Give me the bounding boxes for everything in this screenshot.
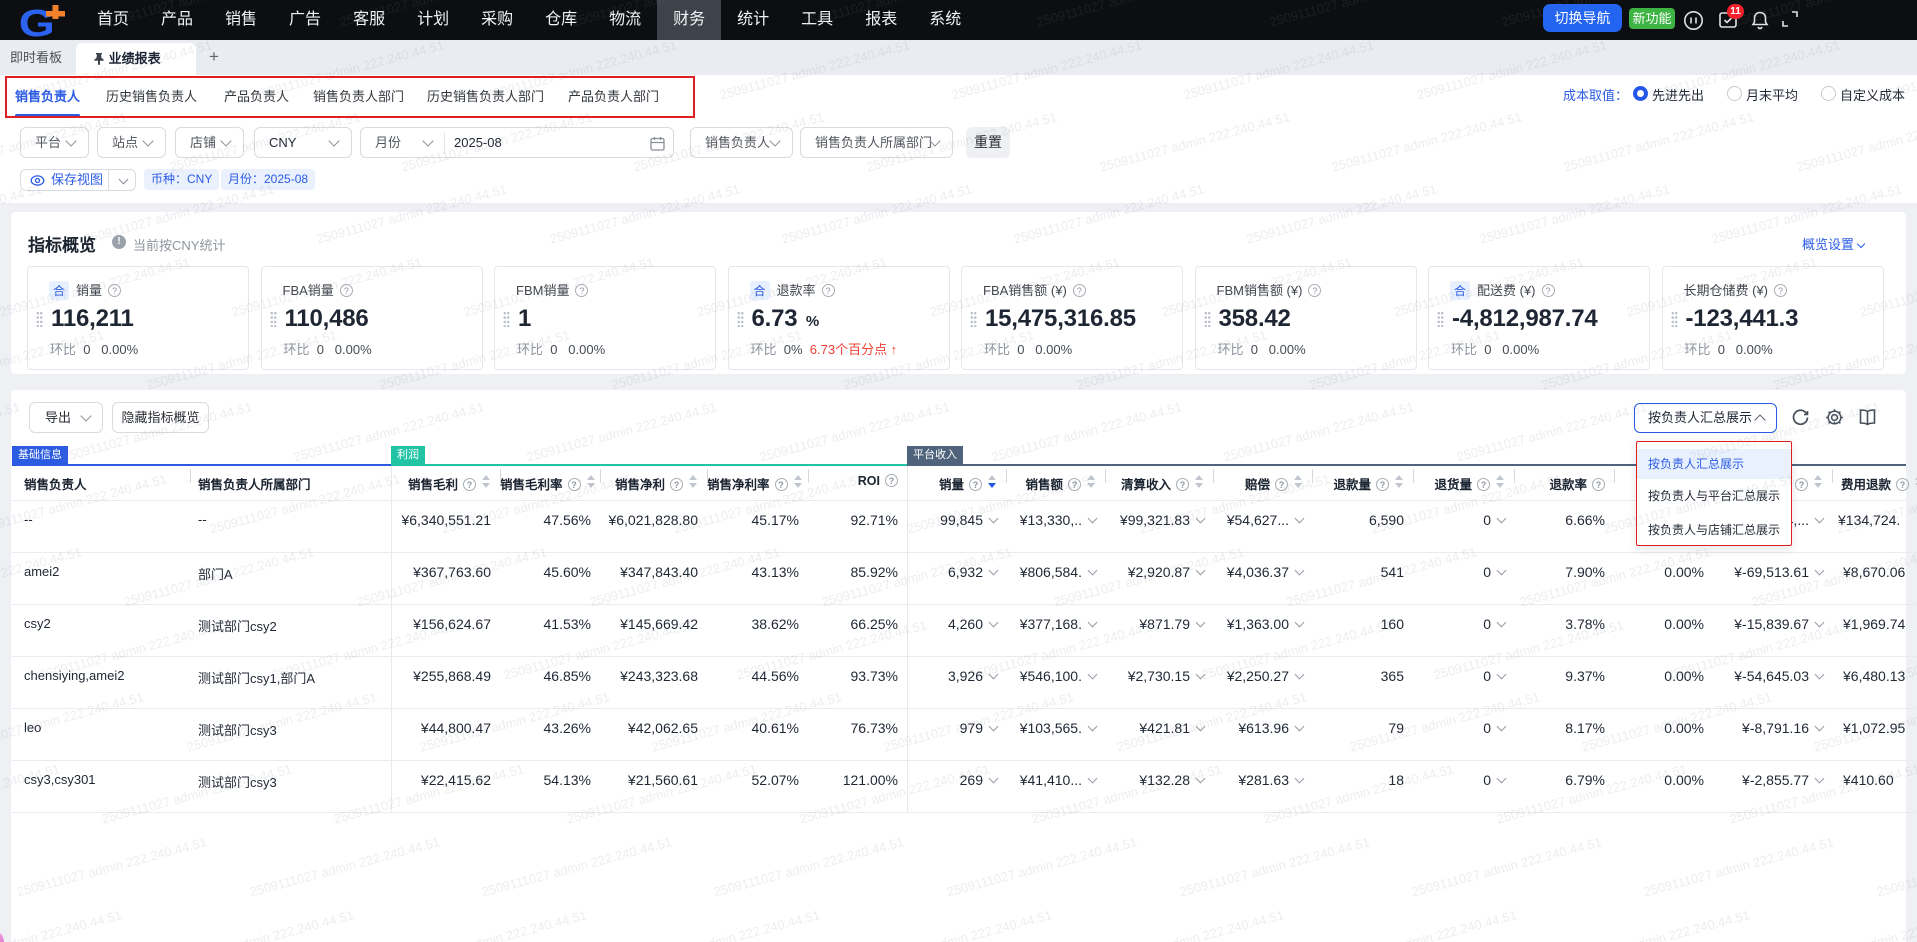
svg-text:G: G [20, 3, 55, 39]
